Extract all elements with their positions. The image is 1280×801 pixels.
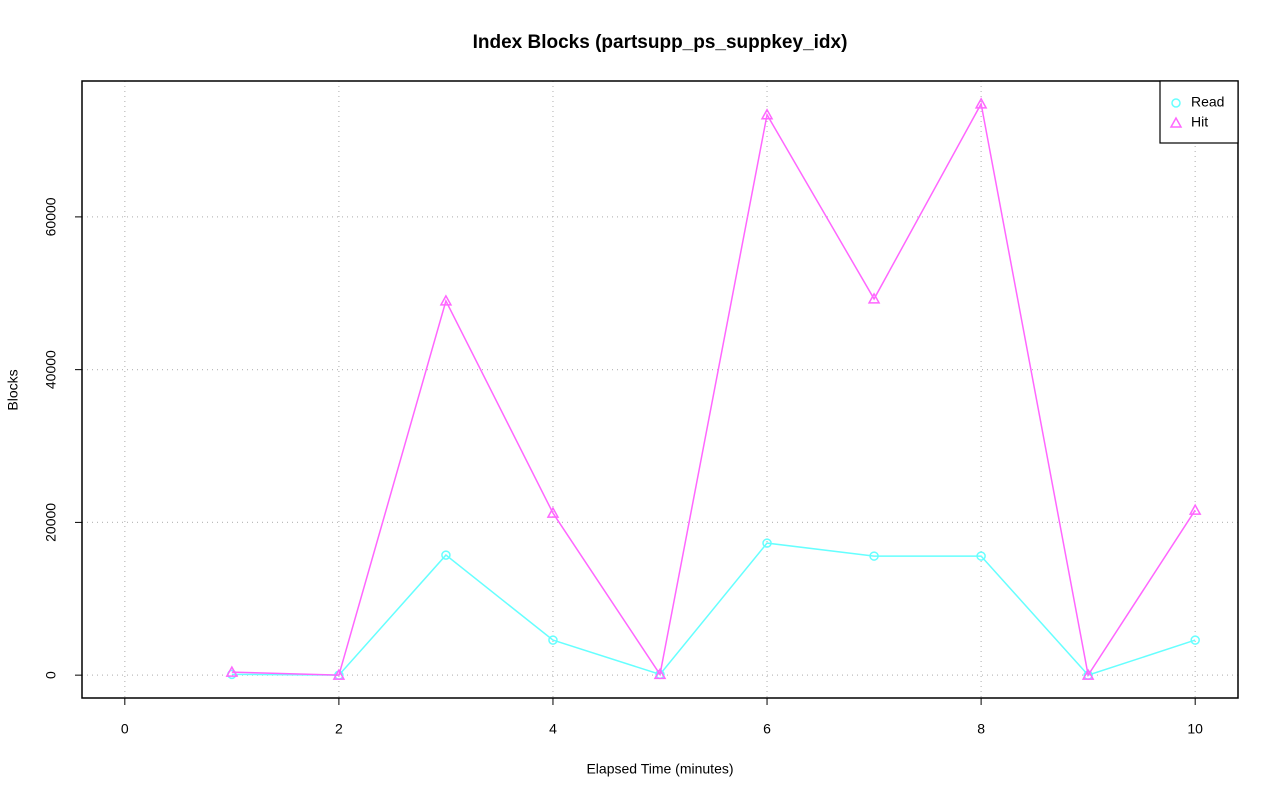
plot-frame: [81, 80, 1239, 699]
point-marker: [225, 665, 239, 677]
y-tick-label: 20000: [43, 503, 59, 542]
legend-label: Read: [1191, 94, 1224, 110]
point-marker: [441, 550, 451, 560]
series-line: [231, 542, 1196, 677]
x-tick-label: 6: [763, 721, 771, 737]
point-marker: [439, 294, 453, 306]
point-marker: [867, 292, 881, 304]
legend-box: [1159, 80, 1239, 144]
series-line: [231, 101, 1196, 678]
legend-label: Hit: [1191, 114, 1208, 130]
x-tick-label: 0: [121, 721, 129, 737]
point-marker: [1081, 668, 1095, 680]
point-marker: [548, 635, 558, 645]
x-tick-label: 2: [335, 721, 343, 737]
point-marker: [1190, 635, 1200, 645]
point-marker: [869, 551, 879, 561]
point-marker: [976, 551, 986, 561]
point-marker: [1171, 98, 1181, 108]
point-marker: [974, 97, 988, 109]
x-axis-title: Elapsed Time (minutes): [586, 761, 733, 777]
point-marker: [762, 538, 772, 548]
y-axis-title: Blocks: [5, 369, 21, 410]
y-tick-label: 0: [43, 671, 59, 679]
point-marker: [1169, 116, 1183, 128]
y-tick-label: 40000: [43, 350, 59, 389]
chart-title: Index Blocks (partsupp_ps_suppkey_idx): [473, 32, 848, 53]
point-marker: [653, 667, 667, 680]
x-tick-label: 8: [977, 721, 985, 737]
point-marker: [546, 506, 560, 518]
point-marker: [1188, 503, 1202, 515]
y-tick-label: 60000: [43, 197, 59, 236]
x-tick-label: 10: [1187, 721, 1203, 737]
x-tick-label: 4: [549, 721, 557, 737]
point-marker: [760, 108, 774, 120]
point-marker: [332, 668, 346, 680]
